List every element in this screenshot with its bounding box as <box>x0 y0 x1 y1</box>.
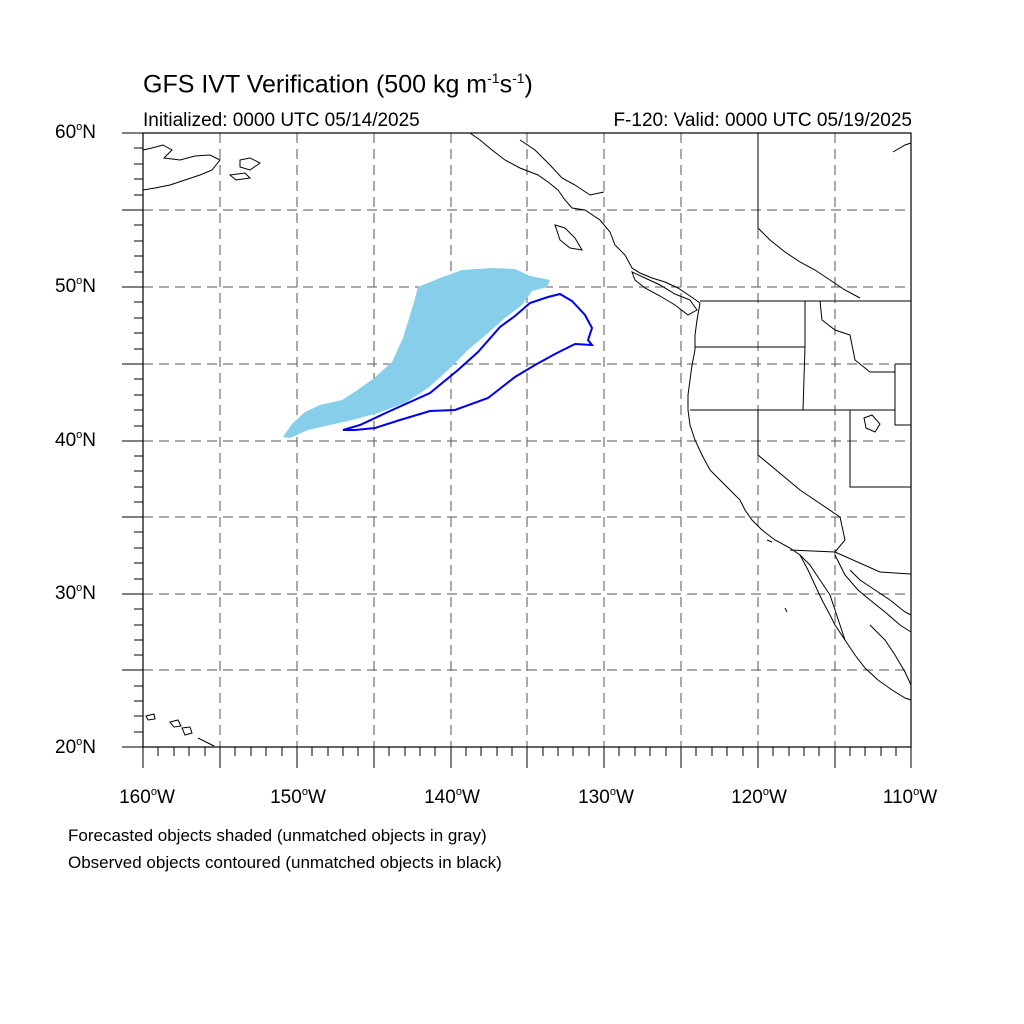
forecast-note: Forecasted objects shaded (unmatched obj… <box>68 826 487 845</box>
lon-label-130w: 130oW <box>578 786 634 808</box>
grid-lines <box>143 133 911 747</box>
tick-marks <box>122 132 912 768</box>
observed-ivt-contour <box>342 292 595 431</box>
lat-label-30n: 30oN <box>55 582 96 604</box>
initialized-time: Initialized: 0000 UTC 05/14/2025 <box>143 110 420 131</box>
lat-label-60n: 60oN <box>55 121 96 143</box>
lon-label-120w: 120oW <box>731 786 787 808</box>
coastlines <box>142 132 912 747</box>
lat-label-40n: 40oN <box>55 429 96 451</box>
lon-label-110w: 110oW <box>882 786 938 808</box>
valid-time: F-120: Valid: 0000 UTC 05/19/2025 <box>613 110 912 131</box>
forecast-ivt-object <box>283 268 550 438</box>
observed-note: Observed objects contoured (unmatched ob… <box>68 853 502 872</box>
lon-label-140w: 140oW <box>424 786 480 808</box>
lon-label-150w: 150oW <box>270 786 326 808</box>
lon-label-160w: 160oW <box>119 786 175 808</box>
map-title: GFS IVT Verification (500 kg m-1s-1) <box>143 70 533 99</box>
lat-label-50n: 50oN <box>55 275 96 297</box>
lat-label-20n: 20oN <box>55 736 96 758</box>
